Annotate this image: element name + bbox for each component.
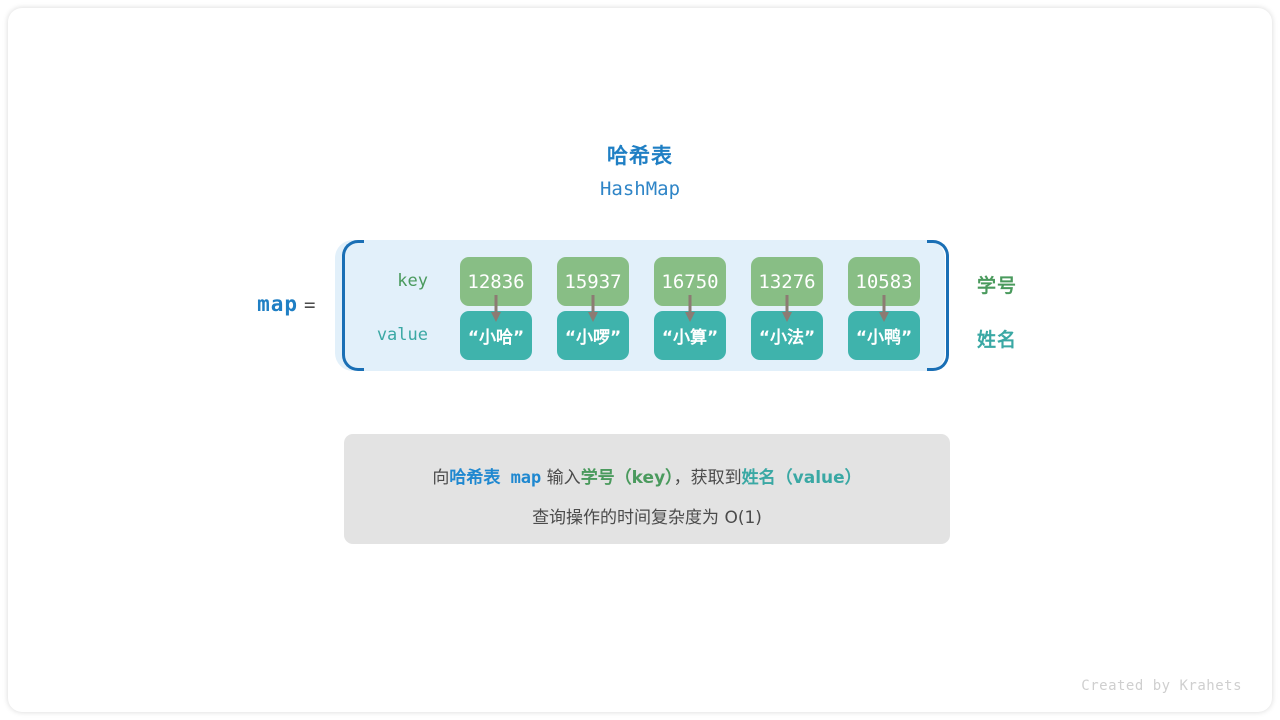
caption-seg-3: 输入 (541, 468, 581, 488)
row-label-key: key (397, 271, 428, 291)
row-label-value: value (376, 325, 428, 345)
bracket-right-icon (927, 240, 949, 371)
caption-seg-5: ，获取到 (673, 468, 742, 488)
side-label-student-id: 学号 (977, 275, 1018, 297)
page-title-zh: 哈希表 (607, 144, 673, 168)
equals-sign: = (304, 294, 316, 316)
diagram-canvas: 哈希表 HashMap map = key value 12836 “小哈” 1… (8, 8, 1272, 712)
caption-panel (344, 434, 950, 544)
side-label-student-name: 姓名 (977, 329, 1018, 351)
caption-seg-value: 姓名（value） (741, 468, 862, 488)
mapping-arrow-icon (685, 295, 695, 322)
key-cell: 12836 (460, 257, 532, 306)
mapping-arrow-icon (879, 295, 889, 322)
caption-seg-1: 向 (432, 468, 450, 488)
hashmap-panel (335, 240, 945, 371)
page-title-en: HashMap (599, 178, 681, 200)
footer-credit: Created by Krahets (1081, 678, 1242, 694)
key-cell: 13276 (751, 257, 823, 306)
caption-seg-map: 哈希表 map (449, 468, 542, 488)
bracket-left-icon (342, 240, 364, 371)
value-cell: “小啰” (557, 311, 629, 360)
caption-seg-key: 学号（key） (580, 468, 674, 488)
key-cell: 15937 (557, 257, 629, 306)
mapping-arrow-icon (491, 295, 501, 322)
key-cell: 10583 (848, 257, 920, 306)
value-cell: “小鸭” (848, 311, 920, 360)
mapping-arrow-icon (588, 295, 598, 322)
caption-line-2: 查询操作的时间复杂度为 O(1) (532, 508, 762, 528)
mapping-arrow-icon (782, 295, 792, 322)
caption-line-1: 向哈希表 map 输入学号（key），获取到姓名（value） (344, 463, 950, 488)
map-variable-label: map (257, 292, 298, 316)
